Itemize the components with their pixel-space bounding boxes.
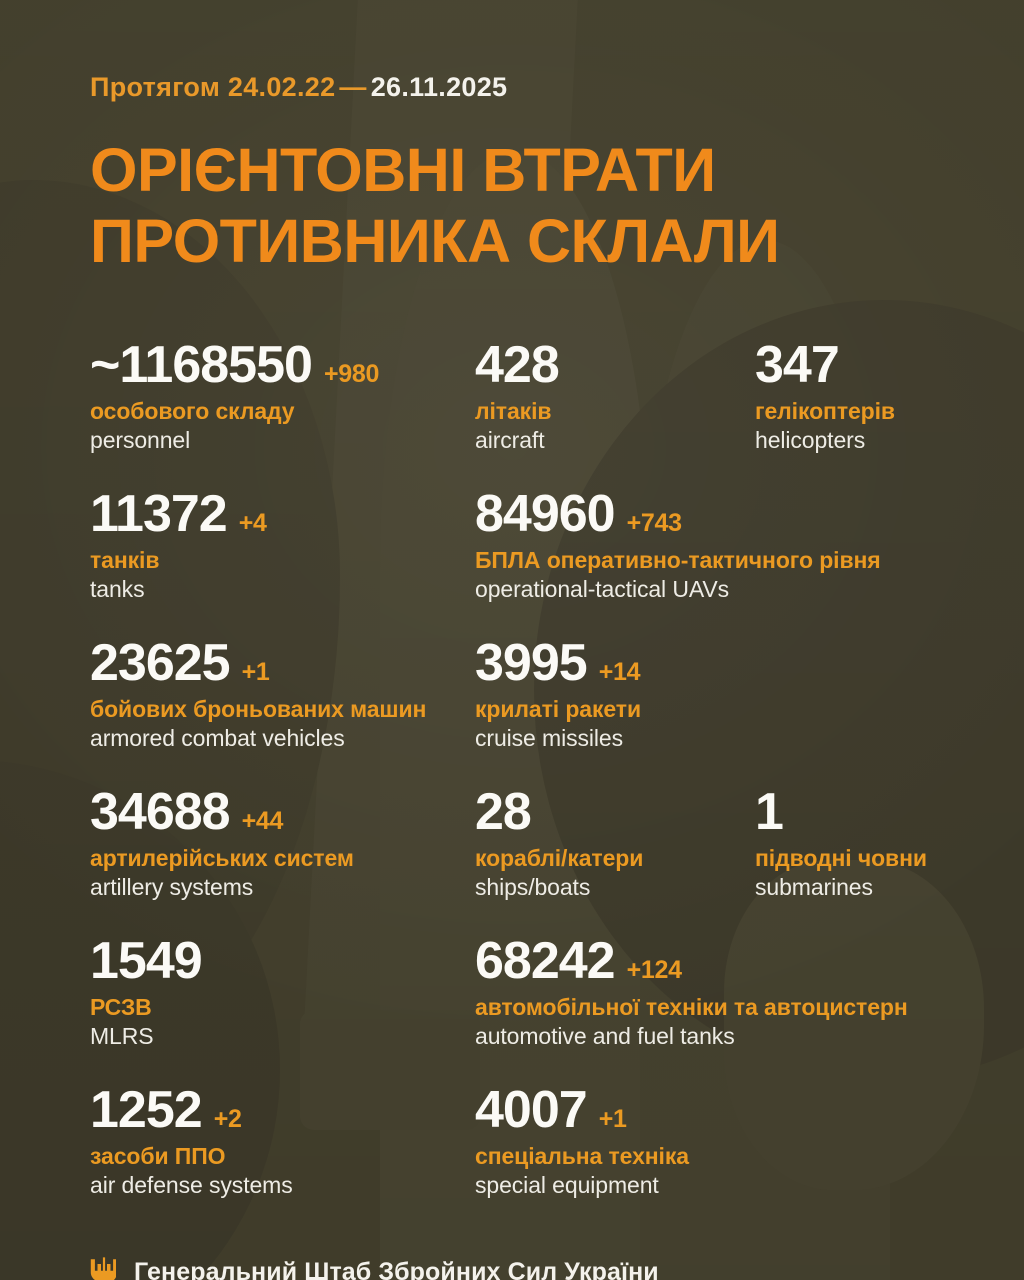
stat-value: 23625 — [90, 633, 231, 692]
stat-air-defense-systems: 1252 +2 засоби ППО air defense systems — [90, 1084, 475, 1233]
stat-top: 28 — [475, 786, 755, 838]
stat-operational-tactical-uavs: 84960 +743 БПЛА оперативно-тактичного рі… — [475, 488, 934, 637]
stat-top: 11372 +4 — [90, 488, 475, 540]
stat-top: 1252 +2 — [90, 1084, 475, 1136]
footer: Генеральний Штаб Збройних Сил України — [90, 1256, 934, 1280]
stat-tanks: 11372 +4 танків tanks — [90, 488, 475, 637]
stat-delta: +1 — [598, 1104, 627, 1133]
period-line: Протягом 24.02.22—26.11.2025 — [90, 0, 934, 103]
stat-delta: +2 — [213, 1104, 242, 1133]
stat-top: 347 — [755, 339, 934, 391]
stat-value: 1252 — [90, 1080, 203, 1139]
stat-value: 11372 — [90, 484, 228, 543]
stat-delta: +743 — [626, 508, 682, 537]
stat-helicopters: 347 гелікоптерів helicopters — [755, 339, 934, 488]
stat-top: 84960 +743 — [475, 488, 934, 540]
stat-value: 428 — [475, 335, 560, 394]
stat-top: 3995 +14 — [475, 637, 934, 689]
stat-label-en: submarines — [755, 873, 873, 900]
stat-value: 84960 — [475, 484, 616, 543]
stat-label-en: armored combat vehicles — [90, 724, 345, 751]
stat-label-ua: БПЛА оперативно-тактичного рівня — [475, 546, 881, 573]
stat-value: 347 — [755, 335, 840, 394]
period-start-date: 24.02.22 — [227, 72, 336, 102]
stat-label-en: aircraft — [475, 426, 545, 453]
stat-ships-boats: 28 кораблі/катери ships/boats — [475, 786, 755, 935]
stat-label-en: tanks — [90, 575, 145, 602]
stat-top: 34688 +44 — [90, 786, 475, 838]
stat-delta: +1 — [241, 657, 270, 686]
stat-value: 68242 — [475, 931, 616, 990]
stat-label-en: operational-tactical UAVs — [475, 575, 730, 602]
stat-label-ua: РСЗВ — [90, 993, 152, 1020]
stat-delta: +4 — [238, 508, 267, 537]
stat-value: 28 — [475, 782, 532, 841]
stat-special-equipment: 4007 +1 спеціальна техніка special equip… — [475, 1084, 934, 1233]
stat-top: 68242 +124 — [475, 935, 934, 987]
stat-top: 1 — [755, 786, 934, 838]
stat-label-ua: автомобільної техніки та автоцистерн — [475, 993, 908, 1020]
stat-label-en: artillery systems — [90, 873, 254, 900]
stat-label-ua: спеціальна техніка — [475, 1142, 689, 1169]
stat-label-en: personnel — [90, 426, 191, 453]
page-title: ОРІЄНТОВНІ ВТРАТИ ПРОТИВНИКА СКЛАЛИ — [90, 135, 934, 277]
stat-value: 1549 — [90, 931, 203, 990]
stat-label-ua: особового складу — [90, 397, 295, 424]
stat-label-en: cruise missiles — [475, 724, 624, 751]
stat-label-en: MLRS — [90, 1022, 154, 1049]
stat-top: 1549 — [90, 935, 475, 987]
stat-mlrs: 1549 РСЗВ MLRS — [90, 935, 475, 1084]
stat-automotive-and-fuel-tanks: 68242 +124 автомобільної техніки та авто… — [475, 935, 934, 1084]
title-line-2: ПРОТИВНИКА СКЛАЛИ — [90, 206, 780, 275]
stat-label-ua: крилаті ракети — [475, 695, 641, 722]
stat-label-ua: кораблі/катери — [475, 844, 644, 871]
title-line-1: ОРІЄНТОВНІ ВТРАТИ — [90, 136, 716, 204]
stat-value: 34688 — [90, 782, 231, 841]
stats-grid: ~1168550 +980 особового складу personnel… — [90, 339, 934, 1233]
footer-text: Генеральний Штаб Збройних Сил України — [134, 1258, 659, 1280]
stat-top: 23625 +1 — [90, 637, 475, 689]
stat-label-en: automotive and fuel tanks — [475, 1022, 735, 1049]
stat-top: ~1168550 +980 — [90, 339, 475, 391]
stat-armored-combat-vehicles: 23625 +1 бойових броньованих машин armor… — [90, 637, 475, 786]
period-end-date: 26.11.2025 — [370, 72, 508, 102]
stat-delta: +124 — [626, 955, 682, 984]
stat-label-ua: підводні човни — [755, 844, 927, 871]
stat-submarines: 1 підводні човни submarines — [755, 786, 934, 935]
stat-delta: +980 — [323, 359, 380, 388]
period-prefix: Протягом — [90, 72, 221, 102]
stat-personnel: ~1168550 +980 особового складу personnel — [90, 339, 475, 488]
stat-label-ua: літаків — [475, 397, 552, 424]
stat-cruise-missiles: 3995 +14 крилаті ракети cruise missiles — [475, 637, 934, 786]
stat-value: ~1168550 — [90, 335, 313, 394]
period-dash: — — [339, 72, 367, 102]
stat-top: 4007 +1 — [475, 1084, 934, 1136]
stat-label-en: ships/boats — [475, 873, 591, 900]
stat-label-ua: гелікоптерів — [755, 397, 895, 424]
stat-delta: +44 — [241, 806, 284, 835]
stat-value: 1 — [755, 782, 784, 841]
stat-value: 3995 — [475, 633, 588, 692]
stat-label-en: special equipment — [475, 1171, 659, 1198]
stat-aircraft: 428 літаків aircraft — [475, 339, 755, 488]
stat-top: 428 — [475, 339, 755, 391]
stat-label-ua: засоби ППО — [90, 1142, 226, 1169]
stat-label-ua: танків — [90, 546, 160, 573]
stat-artillery-systems: 34688 +44 артилерійських систем artiller… — [90, 786, 475, 935]
stat-label-ua: артилерійських систем — [90, 844, 354, 871]
trident-icon — [90, 1256, 116, 1280]
stat-label-en: air defense systems — [90, 1171, 293, 1198]
stat-delta: +14 — [598, 657, 641, 686]
stat-label-ua: бойових броньованих машин — [90, 695, 427, 722]
stat-value: 4007 — [475, 1080, 588, 1139]
stat-label-en: helicopters — [755, 426, 866, 453]
